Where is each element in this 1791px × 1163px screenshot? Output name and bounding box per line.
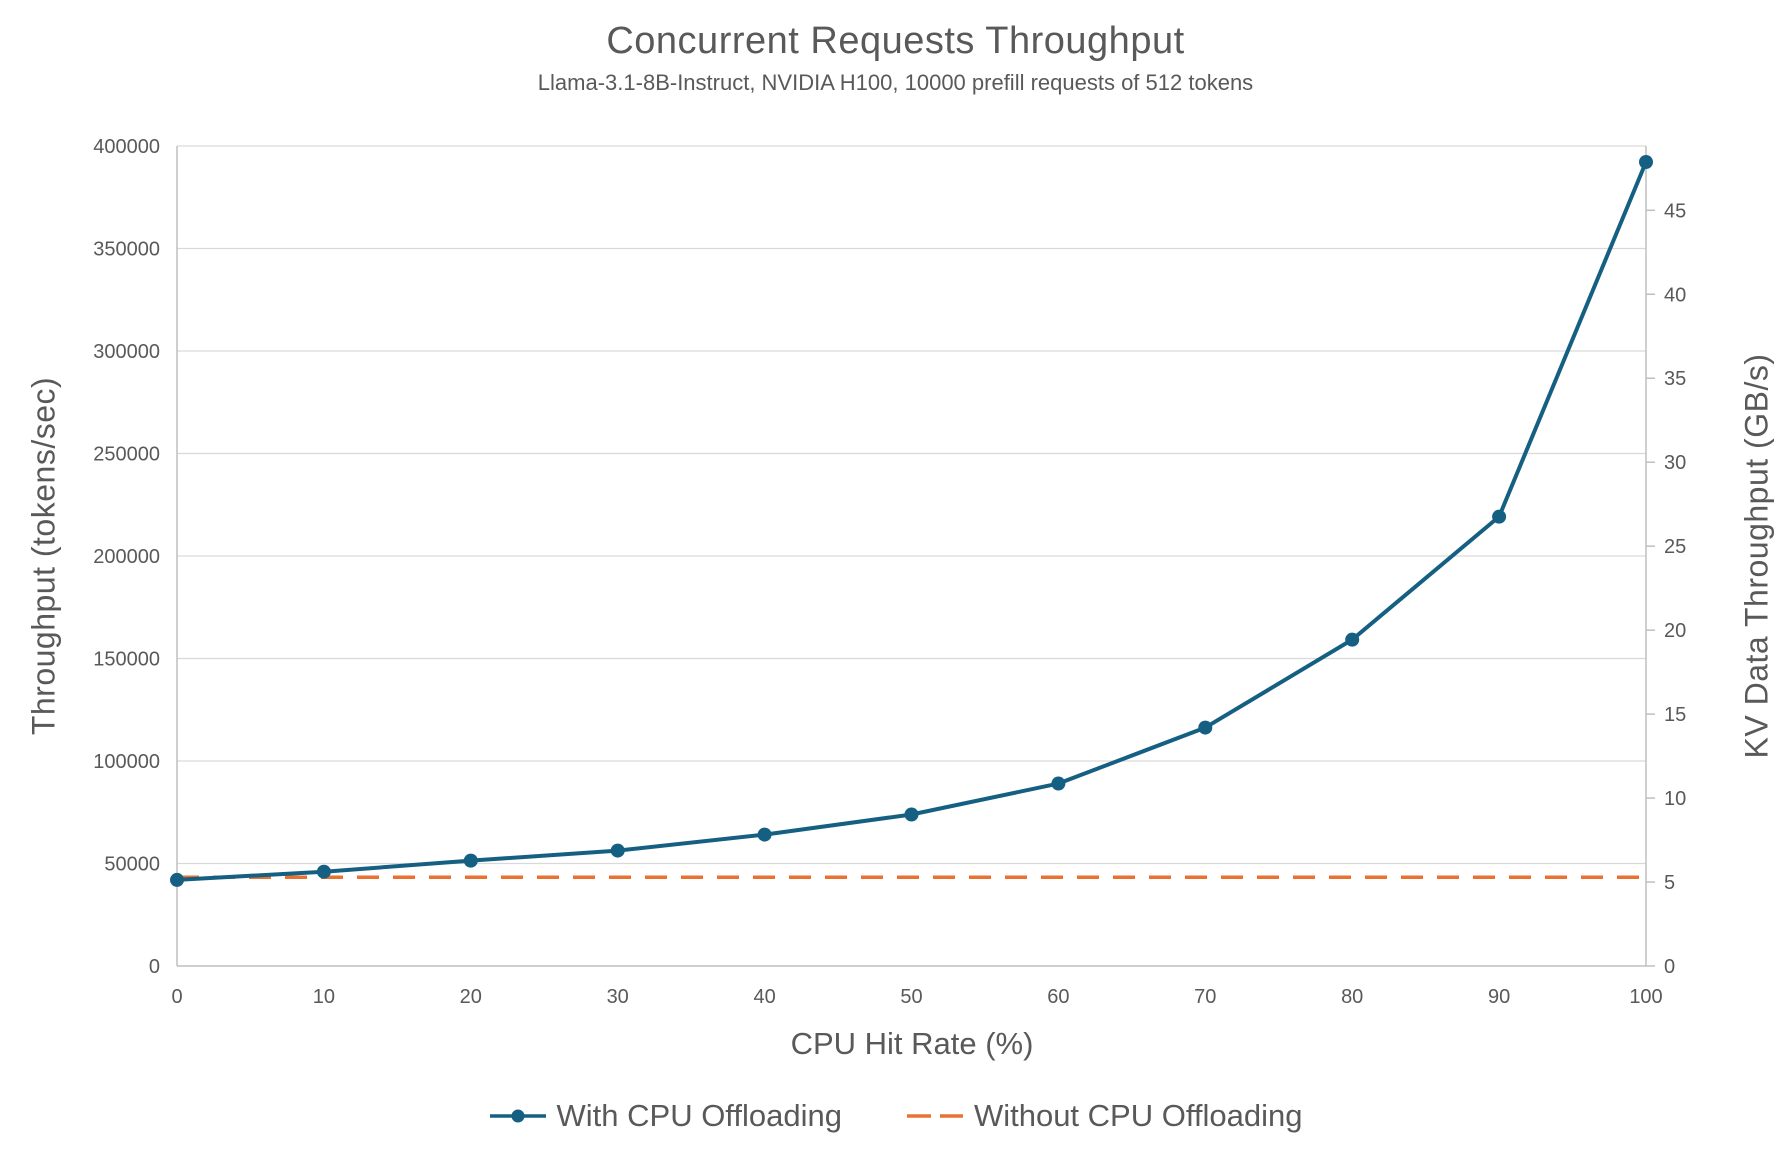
- right-y-tick-label: 0: [1664, 956, 1675, 978]
- left-y-tick-label: 250000: [93, 444, 160, 466]
- left-y-tick-label: 150000: [93, 649, 160, 671]
- right-y-tick-label: 40: [1664, 284, 1686, 306]
- right-y-tick-label: 5: [1664, 872, 1675, 894]
- left-y-tick-label: 300000: [93, 341, 160, 363]
- solid-line-marker-icon: [489, 1109, 546, 1123]
- data-point: [610, 843, 625, 858]
- data-point: [170, 872, 184, 887]
- legend-dot: [511, 1109, 525, 1123]
- right-y-tick-label: 25: [1664, 536, 1686, 558]
- right-y-tick-label: 35: [1664, 368, 1686, 390]
- data-point: [316, 864, 331, 879]
- x-tick-label: 10: [313, 986, 335, 1008]
- x-tick-label: 0: [171, 986, 182, 1008]
- dashed-line-icon: [906, 1114, 963, 1118]
- x-tick-label: 100: [1629, 986, 1662, 1008]
- data-point: [463, 853, 478, 868]
- x-tick-label: 50: [900, 986, 922, 1008]
- legend-label: With CPU Offloading: [556, 1098, 842, 1133]
- data-point: [1639, 154, 1653, 169]
- x-tick-label: 40: [753, 986, 775, 1008]
- data-point: [1345, 632, 1360, 647]
- left-y-tick-label: 100000: [93, 751, 160, 773]
- legend: With CPU Offloading Without CPU Offloadi…: [0, 1098, 1791, 1134]
- right-y-tick-label: 20: [1664, 620, 1686, 642]
- data-point: [1492, 509, 1507, 524]
- left-y-tick-label: 350000: [93, 239, 160, 261]
- left-y-tick-label: 50000: [104, 854, 160, 876]
- data-point: [904, 807, 919, 822]
- x-tick-label: 90: [1488, 986, 1510, 1008]
- data-point: [1051, 776, 1066, 791]
- legend-item-with-cpu-offloading: With CPU Offloading: [489, 1098, 842, 1134]
- chart-title: Concurrent Requests Throughput: [606, 20, 1185, 62]
- legend-item-without-cpu-offloading: Without CPU Offloading: [906, 1098, 1303, 1134]
- x-axis-title: CPU Hit Rate (%): [790, 1026, 1034, 1061]
- series-line-with-cpu-offloading: [176, 161, 1648, 882]
- chart-subtitle: Llama-3.1-8B-Instruct, NVIDIA H100, 1000…: [537, 70, 1254, 95]
- data-point: [1198, 720, 1213, 735]
- x-tick-label: 30: [607, 986, 629, 1008]
- right-y-tick-label: 45: [1664, 200, 1686, 222]
- x-tick-label: 70: [1194, 986, 1216, 1008]
- x-tick-label: 80: [1341, 986, 1363, 1008]
- left-y-tick-label: 0: [149, 956, 160, 978]
- left-y-tick-label: 400000: [93, 136, 160, 158]
- left-y-tick-label: 200000: [93, 546, 160, 568]
- right-y-tick-label: 10: [1664, 788, 1686, 810]
- x-tick-label: 60: [1047, 986, 1069, 1008]
- legend-label: Without CPU Offloading: [973, 1098, 1303, 1133]
- data-point: [757, 827, 772, 842]
- right-y-tick-label: 15: [1664, 704, 1686, 726]
- right-y-tick-label: 30: [1664, 452, 1686, 474]
- x-tick-label: 20: [460, 986, 482, 1008]
